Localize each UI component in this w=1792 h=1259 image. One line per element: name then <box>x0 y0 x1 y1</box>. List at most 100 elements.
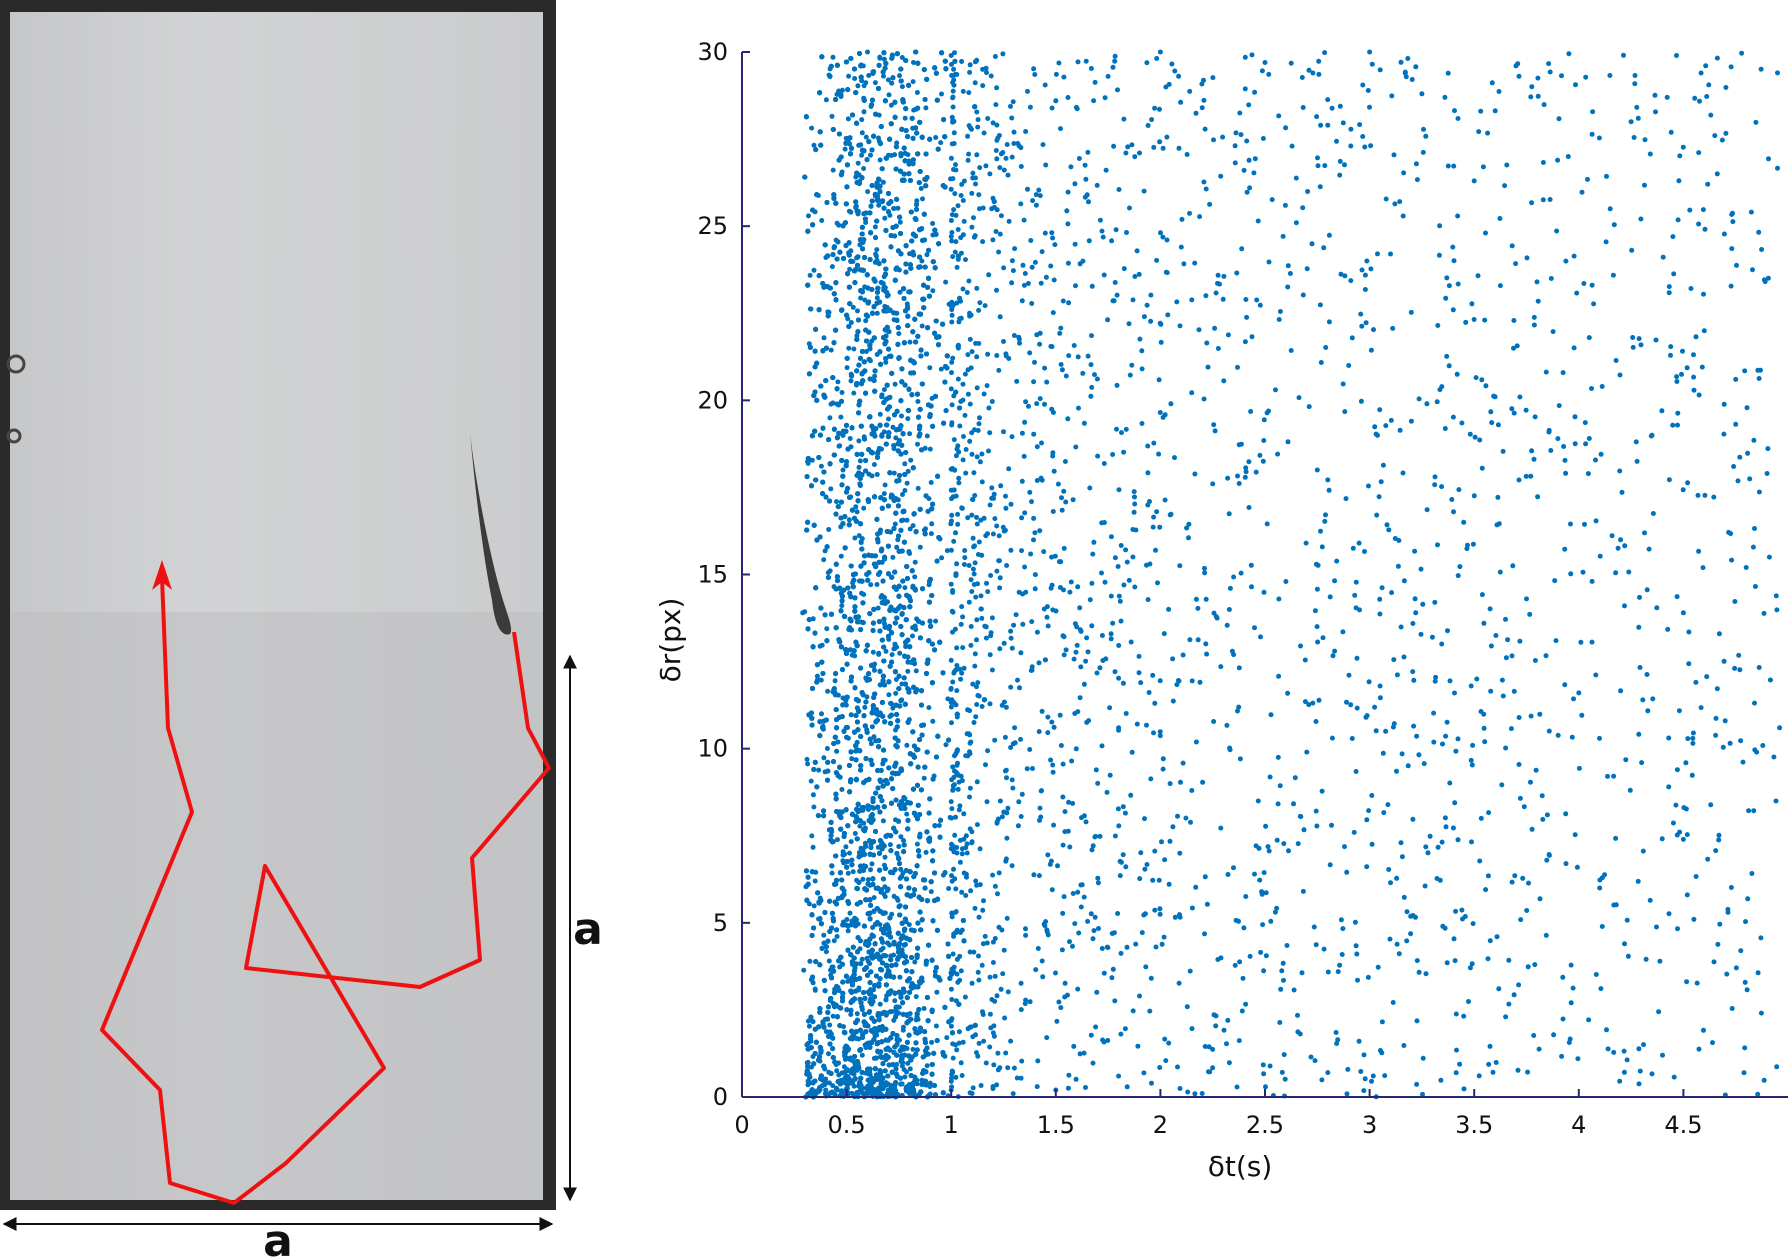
tank-lower-shade <box>10 612 543 1200</box>
scatter-point <box>914 90 920 95</box>
scatter-point <box>917 544 923 550</box>
fish-trajectory-line <box>100 577 551 1205</box>
scatter-point <box>882 482 888 488</box>
scatter-point <box>938 366 944 372</box>
scatter-point <box>809 833 815 839</box>
scatter-point <box>910 523 916 529</box>
scatter-point <box>818 463 824 469</box>
scatter-point <box>915 441 920 447</box>
scatter-point <box>821 932 827 938</box>
scatter-point <box>807 272 813 278</box>
scatter-point <box>897 219 903 225</box>
scatter-point <box>924 1063 930 1069</box>
scatter-point <box>896 331 902 337</box>
scatter-point <box>913 994 919 1000</box>
scatter-point <box>894 544 900 550</box>
scatter-point <box>919 323 925 329</box>
scatter-point <box>874 295 880 301</box>
scatter-point <box>847 436 853 441</box>
scatter-point <box>872 224 878 230</box>
scatter-point <box>839 787 845 792</box>
scatter-point <box>806 213 811 219</box>
scatter-point <box>900 492 905 497</box>
scatter-point <box>866 73 872 78</box>
scatter-point <box>904 517 910 523</box>
scatter-point <box>930 718 936 724</box>
scatter-point <box>914 841 920 847</box>
scatter-point <box>891 470 897 476</box>
scatter-point <box>897 650 903 656</box>
scatter-point <box>930 221 936 226</box>
scatter-point <box>830 54 836 60</box>
scatter-point <box>825 688 831 694</box>
scatter-point <box>850 869 856 875</box>
scatter-point <box>859 1052 865 1058</box>
scatter-point <box>933 1023 939 1029</box>
scatter-point <box>911 107 917 113</box>
scatter-point <box>946 886 952 891</box>
scatter-point <box>851 346 857 352</box>
scatter-point <box>882 215 888 221</box>
scatter-point <box>862 297 868 303</box>
scatter-point <box>929 521 935 527</box>
scatter-point <box>928 889 934 895</box>
scatter-point <box>899 413 904 419</box>
scatter-point <box>828 486 834 492</box>
scatter-point <box>890 424 896 430</box>
scatter-point <box>871 462 877 467</box>
scatter-point <box>908 457 914 463</box>
scatter-point <box>829 264 835 270</box>
scatter-point <box>848 378 854 384</box>
scatter-point <box>848 839 854 845</box>
scatter-point <box>845 928 851 934</box>
scatter-point <box>879 166 885 172</box>
scatter-point <box>811 267 817 273</box>
scatter-point <box>875 605 881 611</box>
bottom-dimension-label: a <box>263 1216 293 1259</box>
scatter-point <box>865 958 871 964</box>
scatter-point <box>868 582 874 588</box>
side-dimension-label: a <box>573 904 603 955</box>
scatter-point <box>858 295 864 301</box>
scatter-point <box>889 911 895 917</box>
scatter-point <box>805 1018 811 1024</box>
scatter-point <box>924 433 930 439</box>
scatter-point <box>868 741 874 747</box>
trajectory-arrowhead <box>152 560 172 590</box>
scatter-point <box>945 696 951 702</box>
scatter-point <box>816 767 822 773</box>
scatter-point <box>861 505 867 511</box>
scatter-point <box>808 778 814 784</box>
scatter-point <box>883 648 889 654</box>
scatter-point <box>871 734 877 740</box>
scatter-point <box>915 399 921 404</box>
scatter-point <box>907 1066 913 1072</box>
scatter-point <box>873 253 879 259</box>
scatter-point <box>928 531 934 537</box>
scatter-point <box>849 756 855 762</box>
scatter-point <box>868 867 873 873</box>
scatter-point <box>876 651 882 657</box>
scatter-point <box>889 80 895 86</box>
scatter-point <box>918 186 924 191</box>
scatter-point <box>848 320 854 325</box>
scatter-point <box>893 435 899 441</box>
scatter-point <box>830 1013 836 1019</box>
scatter-point <box>912 559 918 565</box>
scatter-point <box>830 1083 836 1089</box>
scatter-point <box>812 986 818 992</box>
scatter-point <box>932 969 938 975</box>
scatter-point <box>801 967 807 973</box>
scatter-point <box>827 568 833 574</box>
scatter-point <box>827 1022 833 1028</box>
scatter-point <box>830 167 836 173</box>
scatter-point <box>863 134 869 140</box>
scatter-point <box>856 438 862 444</box>
scatter-point <box>899 1063 905 1069</box>
scatter-point <box>883 359 889 365</box>
scatter-point <box>811 142 817 148</box>
scatter-point <box>933 618 939 624</box>
scatter-point <box>859 117 865 123</box>
